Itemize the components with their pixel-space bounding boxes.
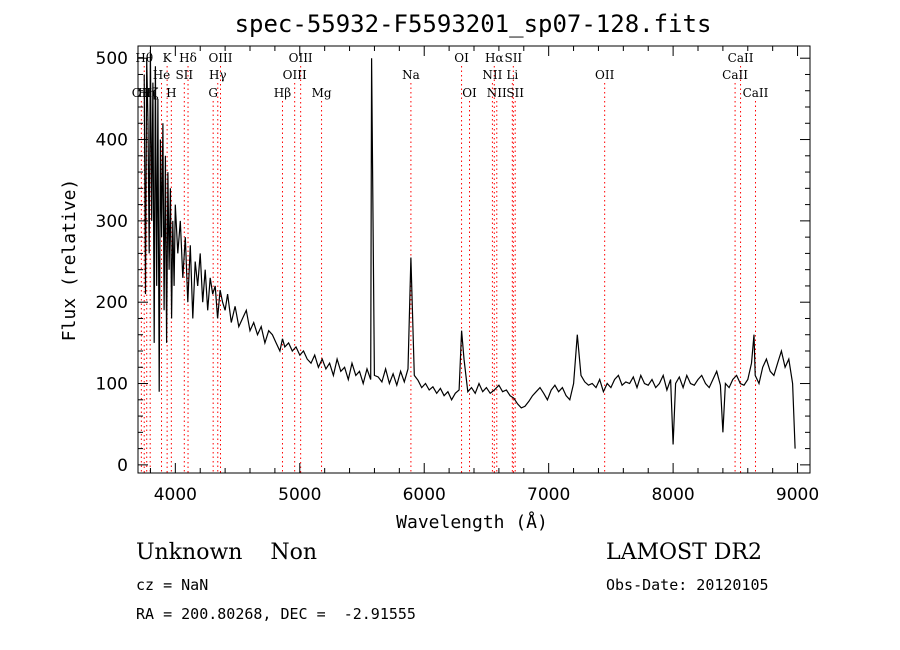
line-label: K <box>163 51 173 65</box>
line-label: CaII <box>728 51 754 65</box>
y-tick-label: 100 <box>96 375 128 395</box>
redshift-cz: cz = NaN <box>136 576 209 594</box>
line-label: G <box>208 86 218 100</box>
line-label: NII <box>482 68 502 82</box>
x-tick-label: 7000 <box>527 485 570 505</box>
x-tick-label: 8000 <box>651 485 694 505</box>
line-label: Hγ <box>209 68 227 82</box>
y-axis: 0 100 200 300 400 500 <box>96 49 810 476</box>
line-label: SII <box>504 51 522 65</box>
object-classification: Unknown Non <box>136 540 318 565</box>
x-tick-label: 9000 <box>776 485 819 505</box>
x-tick-label: 5000 <box>278 485 321 505</box>
line-label: Hδ <box>179 51 197 65</box>
line-label: OI <box>454 51 469 65</box>
line-label: Mg <box>312 86 332 100</box>
y-tick-label: 0 <box>117 456 128 476</box>
x-axis-label: Wavelength (Å) <box>396 511 548 533</box>
y-tick-label: 300 <box>96 212 128 232</box>
spectrum-line <box>143 50 796 449</box>
survey-label: LAMOST DR2 <box>606 540 762 565</box>
y-tick-label: 400 <box>96 131 128 151</box>
line-label: CaII <box>722 68 748 82</box>
line-label: NII <box>487 86 507 100</box>
y-tick-label: 200 <box>96 293 128 313</box>
line-labels: OIIHθHηHζHeKHSIIHδGHγOIIIHβOIIIOIIIMgNaO… <box>132 51 769 100</box>
line-label: CaII <box>743 86 769 100</box>
line-label: Hα <box>485 51 504 65</box>
chart-title: spec-55932-F5593201_sp07-128.fits <box>235 10 712 38</box>
x-tick-label: 4000 <box>154 485 197 505</box>
ra-dec-coordinates: RA = 200.80268, DEC = -2.91555 <box>136 605 416 623</box>
line-label: Hβ <box>274 86 291 100</box>
line-label: SII <box>175 68 193 82</box>
line-markers <box>140 66 756 473</box>
x-tick-label: 6000 <box>403 485 446 505</box>
line-label: OII <box>595 68 615 82</box>
line-label: OIII <box>283 68 307 82</box>
line-label: H <box>166 86 176 100</box>
line-label: Li <box>506 68 518 82</box>
y-tick-label: 500 <box>96 49 128 69</box>
line-label: He <box>153 68 171 82</box>
spectrum-chart: spec-55932-F5593201_sp07-128.fits OIIHθH… <box>59 10 819 533</box>
observation-date: Obs-Date: 20120105 <box>606 576 769 594</box>
y-axis-label: Flux (relative) <box>59 179 80 342</box>
x-axis: 4000 5000 6000 7000 8000 9000 <box>149 46 819 505</box>
line-label: Na <box>402 68 420 82</box>
line-label: OIII <box>289 51 313 65</box>
line-label: SII <box>506 86 524 100</box>
line-label: OIII <box>208 51 232 65</box>
line-label: OI <box>462 86 477 100</box>
plot-frame <box>137 45 811 474</box>
